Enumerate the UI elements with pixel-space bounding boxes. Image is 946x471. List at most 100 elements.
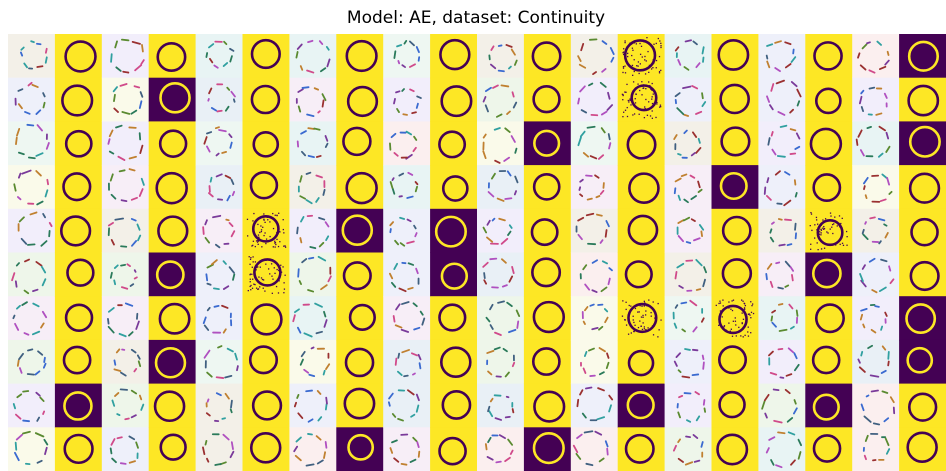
noise-dot bbox=[253, 241, 254, 242]
cell-background bbox=[243, 384, 290, 428]
noise-dot bbox=[260, 225, 261, 226]
image-cell bbox=[8, 78, 55, 122]
image-cell bbox=[899, 427, 946, 471]
dash-segment bbox=[308, 41, 312, 42]
image-cell bbox=[852, 340, 899, 384]
dash-segment bbox=[47, 180, 48, 185]
noise-dot bbox=[749, 314, 750, 315]
noise-dot bbox=[624, 42, 625, 43]
image-cell bbox=[477, 78, 524, 122]
dash-segment bbox=[790, 153, 795, 154]
dash-segment bbox=[517, 321, 518, 328]
noise-dot bbox=[276, 239, 277, 240]
dash-segment bbox=[776, 262, 779, 263]
dash-segment bbox=[29, 158, 35, 159]
noise-dot bbox=[258, 244, 259, 245]
image-cell bbox=[899, 384, 946, 428]
dash-segment bbox=[675, 188, 676, 193]
noise-dot bbox=[660, 70, 661, 71]
image-cell bbox=[336, 384, 383, 428]
dash-segment bbox=[215, 464, 221, 465]
image-cell bbox=[336, 34, 383, 78]
noise-dot bbox=[744, 335, 745, 336]
dash-segment bbox=[28, 244, 35, 245]
noise-dot bbox=[641, 94, 642, 95]
noise-dot bbox=[268, 268, 269, 269]
dash-segment bbox=[37, 66, 42, 67]
dash-segment bbox=[779, 245, 784, 246]
image-cell bbox=[477, 384, 524, 428]
image-cell bbox=[430, 78, 477, 122]
dash-segment bbox=[302, 87, 308, 88]
noise-dot bbox=[633, 331, 634, 332]
noise-dot bbox=[637, 311, 638, 312]
image-cell bbox=[289, 253, 336, 297]
noise-dot bbox=[623, 95, 624, 96]
dash-segment bbox=[679, 396, 682, 397]
noise-dot bbox=[276, 215, 277, 216]
noise-dot bbox=[628, 100, 629, 101]
noise-dot bbox=[718, 303, 719, 304]
image-cell bbox=[712, 427, 759, 471]
dash-segment bbox=[884, 224, 886, 225]
dash-segment bbox=[774, 389, 779, 390]
noise-dot bbox=[660, 45, 661, 46]
noise-dot bbox=[639, 43, 640, 44]
noise-dot bbox=[652, 118, 653, 119]
image-cell bbox=[477, 121, 524, 165]
dash-segment bbox=[122, 200, 127, 201]
noise-dot bbox=[642, 56, 643, 57]
dash-segment bbox=[298, 269, 299, 277]
noise-dot bbox=[283, 232, 284, 233]
image-cell bbox=[289, 384, 336, 428]
dash-segment bbox=[889, 266, 890, 270]
cell-background bbox=[289, 296, 336, 340]
image-cell bbox=[430, 209, 477, 253]
noise-dot bbox=[747, 331, 748, 332]
noise-dot bbox=[260, 267, 261, 268]
noise-dot bbox=[253, 261, 254, 262]
image-cell bbox=[243, 121, 290, 165]
noise-dot bbox=[272, 213, 273, 214]
noise-dot bbox=[272, 279, 273, 280]
noise-dot bbox=[252, 279, 253, 280]
noise-dot bbox=[625, 110, 626, 111]
image-cell bbox=[149, 165, 196, 209]
image-cell bbox=[55, 384, 102, 428]
image-cell bbox=[524, 165, 571, 209]
noise-dot bbox=[634, 325, 635, 326]
image-cell bbox=[149, 427, 196, 471]
image-cell bbox=[102, 209, 149, 253]
noise-dot bbox=[653, 301, 654, 302]
noise-dot bbox=[250, 289, 251, 290]
noise-dot bbox=[250, 259, 251, 260]
image-cell bbox=[665, 427, 712, 471]
dash-segment bbox=[234, 99, 235, 101]
dash-segment bbox=[701, 231, 702, 236]
image-cell bbox=[618, 78, 665, 122]
image-cell bbox=[430, 384, 477, 428]
noise-dot bbox=[647, 115, 648, 116]
image-cell bbox=[149, 340, 196, 384]
image-cell bbox=[805, 253, 852, 297]
noise-dot bbox=[254, 284, 255, 285]
noise-dot bbox=[639, 311, 640, 312]
image-cell bbox=[571, 340, 618, 384]
noise-dot bbox=[632, 75, 633, 76]
dash-segment bbox=[18, 360, 19, 366]
cell-background bbox=[55, 384, 102, 428]
noise-dot bbox=[274, 246, 275, 247]
noise-dot bbox=[271, 263, 272, 264]
image-cell bbox=[102, 165, 149, 209]
image-cell bbox=[524, 209, 571, 253]
image-cell bbox=[243, 253, 290, 297]
dash-segment bbox=[231, 409, 232, 412]
noise-dot bbox=[624, 40, 625, 41]
noise-dot bbox=[728, 322, 729, 323]
dash-segment bbox=[867, 395, 869, 396]
dash-segment bbox=[232, 442, 233, 449]
dash-segment bbox=[214, 288, 219, 289]
cell-background bbox=[758, 209, 805, 253]
dash-segment bbox=[416, 187, 417, 192]
image-cell bbox=[8, 209, 55, 253]
